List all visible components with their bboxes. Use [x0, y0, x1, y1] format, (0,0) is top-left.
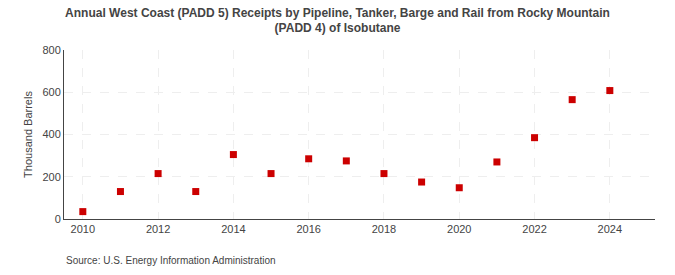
- svg-text:Source: U.S. Energy Informatio: Source: U.S. Energy Information Administ…: [66, 255, 276, 266]
- svg-text:600: 600: [42, 86, 60, 98]
- svg-text:800: 800: [42, 44, 60, 56]
- svg-text:2020: 2020: [447, 223, 471, 235]
- svg-text:2014: 2014: [221, 223, 245, 235]
- svg-text:200: 200: [42, 171, 60, 183]
- svg-text:Thousand Barrels: Thousand Barrels: [22, 91, 34, 178]
- svg-text:2012: 2012: [146, 223, 170, 235]
- svg-text:2024: 2024: [598, 223, 622, 235]
- svg-text:2010: 2010: [71, 223, 95, 235]
- svg-text:2018: 2018: [372, 223, 396, 235]
- svg-text:0: 0: [55, 213, 61, 225]
- svg-text:2022: 2022: [522, 223, 546, 235]
- svg-text:2016: 2016: [296, 223, 320, 235]
- svg-text:Annual West Coast (PADD 5) Rec: Annual West Coast (PADD 5) Receipts by P…: [65, 6, 610, 36]
- svg-text:400: 400: [42, 128, 60, 140]
